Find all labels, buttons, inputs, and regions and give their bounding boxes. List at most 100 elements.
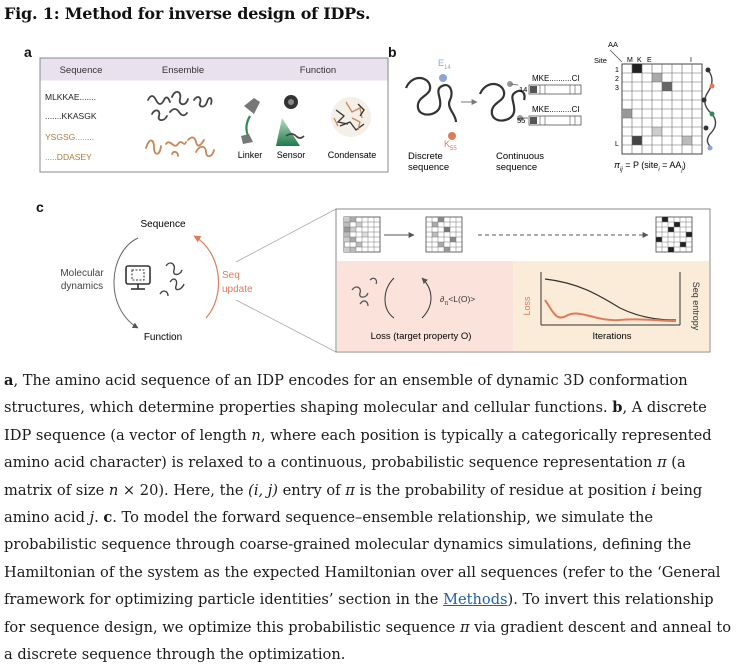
matrix-col-e: E xyxy=(647,57,652,64)
continuous-label-2: sequence xyxy=(496,162,537,173)
seq-update-arrow xyxy=(193,235,219,319)
caption-a-text: , The amino acid sequence of an IDP enco… xyxy=(4,372,688,417)
discrete-chain xyxy=(404,76,458,123)
discrete-label-1: Discrete xyxy=(408,151,443,162)
sequence-label-2: .......KKASGK xyxy=(45,111,97,121)
continuous-label-1: Continuous xyxy=(496,151,544,162)
caption-n-1: n xyxy=(251,426,261,444)
entropy-curve xyxy=(544,278,677,321)
seq-label-bottom: MKE..........CI xyxy=(532,105,580,114)
caption-i: i xyxy=(651,481,657,499)
seq-update-label-2: update xyxy=(222,284,253,295)
caption-b-text-5: entry of xyxy=(277,481,346,499)
caption-n-2: n xyxy=(108,481,119,499)
matrix-iter-1 xyxy=(343,216,381,253)
row-label-14: 14 xyxy=(519,85,527,94)
methods-link[interactable]: Methods xyxy=(443,591,508,609)
panel-a-header-band xyxy=(40,58,388,81)
cycle-sequence-label: Sequence xyxy=(140,219,185,230)
matrix-col-i: I xyxy=(690,57,692,64)
panel-label-c: c xyxy=(36,199,44,215)
seq-label-top: MKE..........CI xyxy=(532,74,580,83)
matrix-col-k: K xyxy=(637,57,642,64)
loss-axis-label: Loss xyxy=(522,296,532,316)
site-chain xyxy=(704,69,717,149)
zoom-line-top xyxy=(235,208,337,263)
figure-title: Fig. 1: Method for inverse design of IDP… xyxy=(4,4,371,23)
figure-illustration: Sequence Ensemble Function MLKKAE.......… xyxy=(39,40,717,353)
header-sequence: Sequence xyxy=(60,65,103,76)
header-ensemble: Ensemble xyxy=(162,65,204,76)
header-function: Function xyxy=(300,65,336,76)
function-linker: Linker xyxy=(238,150,263,160)
caption-j: j xyxy=(89,509,95,527)
continuous-chain xyxy=(478,82,526,122)
figure-caption: a, The amino acid sequence of an IDP enc… xyxy=(4,367,737,668)
gradient-label: ∂π<L(O)> xyxy=(440,294,475,307)
caption-c-label: c xyxy=(103,509,113,527)
cycle-function-label: Function xyxy=(144,332,182,343)
caption-c-text-2: ). To invert this relationship for seque… xyxy=(4,591,714,636)
discrete-label-2: sequence xyxy=(408,162,449,173)
caption-a-label: a xyxy=(4,372,14,389)
sequence-label-4: .....DDASEY xyxy=(45,152,92,162)
caption-b-text-3: (a matrix of size xyxy=(4,454,686,499)
iterations-label: Iterations xyxy=(592,331,631,342)
loss-panel-bg xyxy=(337,261,513,351)
md-chains-icon xyxy=(159,262,185,297)
computer-icon xyxy=(125,265,151,290)
entropy-panel-bg xyxy=(513,261,709,351)
ensemble-orange-chains xyxy=(145,136,215,158)
panel-label-b: b xyxy=(388,44,397,60)
matrix-row-1: 1 xyxy=(615,67,619,74)
sequence-label-3: YSGSG........ xyxy=(45,132,94,142)
residue-e14-label: E14 xyxy=(438,58,451,71)
ensemble-dark-chains xyxy=(147,91,213,122)
caption-b-text-8: . xyxy=(94,509,104,527)
panel-c: Sequence Molecular dynamics Function Seq… xyxy=(60,208,711,353)
matrix-row-2: 2 xyxy=(615,76,619,83)
caption-b-text-2: , where each position is typically a cat… xyxy=(4,426,712,472)
loss-loop-right xyxy=(421,277,432,319)
loss-chains-icon xyxy=(351,277,378,307)
matrix-site-label: Site xyxy=(594,56,607,65)
matrix-aa-label: AA xyxy=(608,40,618,49)
panel-b: E14 K55 MKE..........CI 14 MKE..........… xyxy=(404,40,717,173)
matrix-iter-final xyxy=(655,216,693,253)
loss-curve xyxy=(544,299,677,322)
panel-a: Sequence Ensemble Function MLKKAE.......… xyxy=(39,57,389,173)
caption-b-label: b xyxy=(612,399,623,417)
matrix-formula: πij = P (sitei = AAj) xyxy=(614,160,686,173)
md-label-2: dynamics xyxy=(61,281,103,292)
loss-loop-left xyxy=(384,277,395,319)
sequence-label-1: MLKKAE....... xyxy=(45,92,96,102)
caption-pi-3: π xyxy=(459,618,470,636)
caption-pi-2: π xyxy=(345,481,355,499)
condensate-icon xyxy=(331,97,371,137)
caption-ij: (i, j) xyxy=(248,481,278,499)
row-bar-14 xyxy=(528,84,582,95)
matrix-row-3: 3 xyxy=(615,85,619,92)
residue-e14-bead xyxy=(439,74,447,82)
zoom-line-bottom xyxy=(235,299,337,353)
residue-k55-label: K55 xyxy=(444,139,457,152)
caption-c-text-1: . To model the forward sequence–ensemble… xyxy=(4,509,721,609)
probability-matrix xyxy=(621,63,703,155)
caption-b-text-4: × 20). Here, the xyxy=(118,481,249,499)
row-label-55: 55 xyxy=(517,116,525,125)
caption-b-text-7: being amino acid xyxy=(4,481,703,527)
md-arrow xyxy=(113,237,139,329)
function-sensor: Sensor xyxy=(277,150,306,160)
row-bar-55 xyxy=(528,115,582,126)
matrix-row-l: L xyxy=(615,141,619,148)
linker-icon xyxy=(241,98,260,144)
caption-b-text-1: , A discrete IDP sequence (a vector of l… xyxy=(4,399,707,444)
entropy-axis-label: Seq entropy xyxy=(691,282,701,331)
md-label-1: Molecular xyxy=(60,268,104,279)
seq-update-label-1: Seq xyxy=(222,270,240,281)
caption-b-text-6: is the probability of residue at positio… xyxy=(354,481,652,499)
loss-caption: Loss (target property O) xyxy=(371,331,472,342)
function-condensate: Condensate xyxy=(328,150,377,160)
panel-label-a: a xyxy=(24,44,32,60)
caption-pi-1: π xyxy=(657,454,667,472)
